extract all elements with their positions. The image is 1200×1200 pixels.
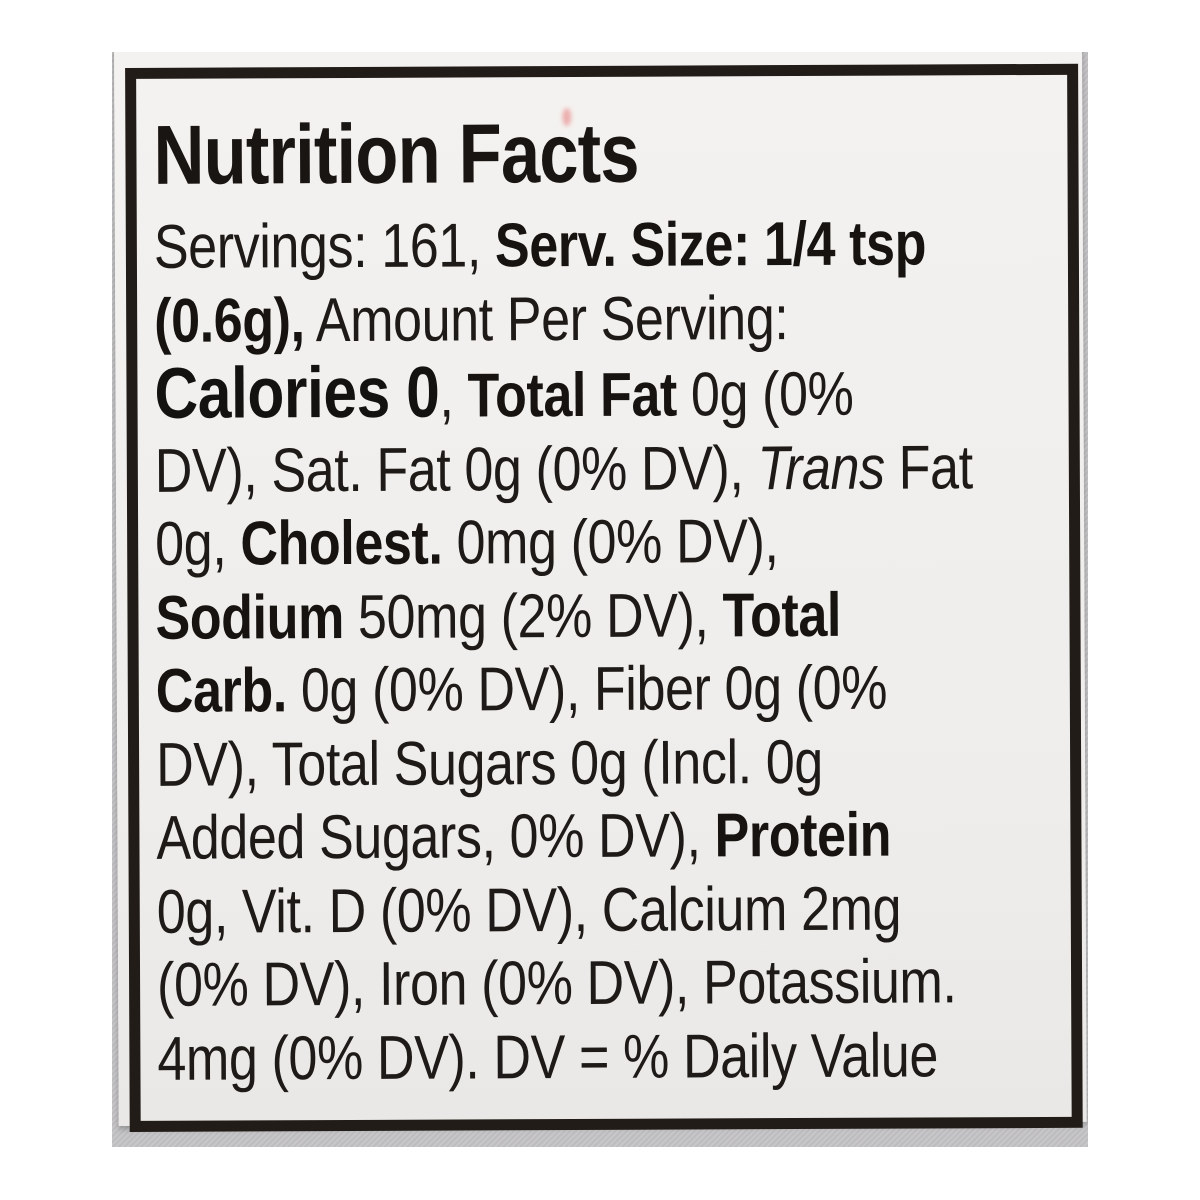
label-line: Carb. 0g (0% DV), Fiber 0g (0% (156, 651, 919, 728)
text-segment: Fat (884, 432, 973, 503)
text-segment: 0g (0% (676, 359, 854, 430)
text-segment: 0g, (155, 509, 241, 579)
text-segment: Added Sugars, 0% DV), (156, 801, 715, 873)
text-segment: Carb. (155, 656, 287, 726)
label-line: Servings: 161, Serv. Size: 1/4 tsp (153, 208, 926, 285)
text-segment: 50mg (2% DV), (343, 580, 723, 652)
label-line: 4mg (0% DV). DV = % Daily Value (157, 1019, 938, 1096)
label-line: 0g, Vit. D (0% DV), Calcium 2mg (157, 872, 920, 949)
label-frame: Nutrition Facts Servings: 161, Serv. Siz… (125, 63, 1083, 1132)
text-segment: , (439, 361, 468, 431)
text-segment: (0% DV), Iron (0% DV), Potassium. (156, 947, 957, 1020)
label-line: 0g, Cholest. 0mg (0% DV), (155, 504, 918, 581)
label-line: (0% DV), Iron (0% DV), Potassium. (157, 945, 957, 1022)
text-segment: 0g, Vit. D (0% DV), Calcium 2mg (156, 874, 902, 947)
text-segment: DV), Total Sugars 0g (Incl. 0g (155, 727, 823, 800)
text-segment: Calories 0 (154, 352, 440, 434)
text-segment: DV), Sat. Fat 0g (0% DV), (154, 433, 758, 506)
text-segment: 0mg (0% DV), (442, 507, 779, 578)
text-segment: Protein (714, 800, 892, 871)
label-line: Added Sugars, 0% DV), Protein (156, 798, 919, 875)
label-paper: Nutrition Facts Servings: 161, Serv. Siz… (114, 52, 1087, 1132)
text-segment: Cholest. (240, 508, 443, 579)
label-line: Sodium 50mg (2% DV), Total (155, 578, 918, 655)
text-segment: Servings: 161, (153, 211, 496, 282)
text-segment: 4mg (0% DV). DV = % Daily Value (157, 1020, 939, 1094)
text-segment: Total (722, 580, 842, 650)
label-line: (0.6g), Amount Per Serving: (154, 281, 917, 358)
text-segment: Amount Per Serving: (304, 283, 789, 355)
nutrition-facts-title: Nutrition Facts (153, 105, 639, 202)
text-segment: Trans (757, 433, 885, 503)
text-segment: (0.6g), (154, 285, 305, 356)
text-segment: 0g (0% DV), Fiber 0g (0% (286, 653, 888, 726)
label-line: DV), Sat. Fat 0g (0% DV), Trans Fat (154, 431, 973, 508)
label-lines: Servings: 161, Serv. Size: 1/4 tsp (0.6g)… (154, 207, 1066, 1096)
label-content: Nutrition Facts Servings: 161, Serv. Siz… (136, 75, 1072, 1121)
label-line: Calories 0, Total Fat 0g (0% (154, 352, 917, 434)
label-photo: Nutrition Facts Servings: 161, Serv. Siz… (112, 52, 1088, 1147)
label-line: DV), Total Sugars 0g (Incl. 0g (156, 725, 919, 802)
text-segment: Sodium (155, 582, 345, 653)
text-segment: Serv. Size: 1/4 tsp (494, 209, 927, 281)
text-segment: Total Fat (467, 360, 678, 431)
